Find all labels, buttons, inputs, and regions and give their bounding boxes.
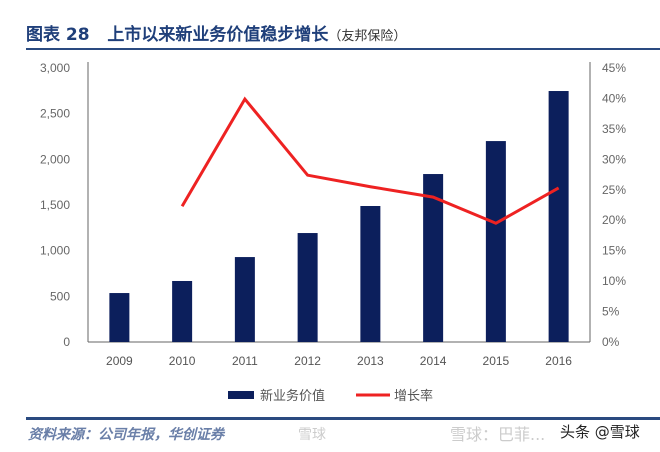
right-tick-label: 35%	[602, 122, 626, 136]
x-tick-label: 2013	[357, 354, 384, 368]
chart-title: 图表 28 上市以来新业务价值稳步增长（友邦保险）	[26, 20, 406, 45]
title-text: 上市以来新业务价值稳步增长	[107, 25, 329, 45]
x-tick-label: 2009	[106, 354, 133, 368]
bar-2011	[234, 257, 255, 342]
right-tick-label: 5%	[602, 305, 620, 319]
left-tick-label: 2,000	[40, 152, 70, 166]
x-tick-label: 2012	[294, 354, 321, 368]
right-tick-label: 10%	[602, 274, 626, 288]
bar-2014	[423, 174, 444, 342]
legend-line-label: 增长率	[394, 388, 433, 403]
x-tick-label: 2015	[483, 354, 510, 368]
x-tick-label: 2014	[420, 354, 447, 368]
x-tick-label: 2016	[545, 354, 572, 368]
right-tick-label: 0%	[602, 335, 620, 349]
title-rule	[26, 48, 660, 50]
left-tick-label: 1,500	[40, 198, 70, 212]
right-tick-label: 15%	[602, 244, 626, 258]
x-tick-label: 2011	[232, 354, 258, 368]
left-tick-label: 2,500	[40, 107, 70, 121]
left-tick-label: 0	[63, 335, 70, 349]
bar-2016	[548, 91, 569, 343]
left-tick-label: 500	[50, 289, 70, 303]
legend-bar-swatch	[228, 391, 254, 399]
right-tick-label: 40%	[602, 91, 626, 105]
right-tick-label: 45%	[602, 61, 626, 75]
left-tick-label: 1,000	[40, 244, 70, 258]
bar-2013	[360, 206, 381, 342]
source-rule	[26, 417, 660, 420]
x-tick-label: 2010	[169, 354, 196, 368]
bar-2012	[297, 233, 318, 342]
legend-bar-label: 新业务价值	[260, 388, 325, 403]
toutiao-watermark: 头条 @雪球	[560, 423, 640, 441]
bar-2015	[485, 141, 506, 342]
weibo-watermark: 雪球	[298, 427, 326, 443]
left-tick-label: 3,000	[40, 61, 70, 75]
right-tick-label: 30%	[602, 152, 626, 166]
right-tick-label: 20%	[602, 213, 626, 227]
source-note: 资料来源：公司年报，华创证券	[28, 427, 224, 443]
xueqiu-watermark: 雪球：巴菲...	[450, 425, 546, 444]
bar-2010	[172, 280, 193, 342]
title-sub: （友邦保险）	[328, 29, 407, 44]
figure-label: 图表 28	[26, 25, 90, 45]
right-tick-label: 25%	[602, 183, 626, 197]
bar-2009	[109, 293, 130, 342]
